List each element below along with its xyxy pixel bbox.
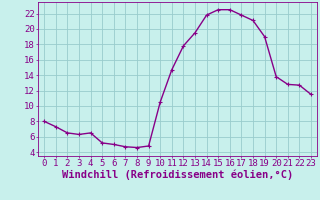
- X-axis label: Windchill (Refroidissement éolien,°C): Windchill (Refroidissement éolien,°C): [62, 170, 293, 180]
